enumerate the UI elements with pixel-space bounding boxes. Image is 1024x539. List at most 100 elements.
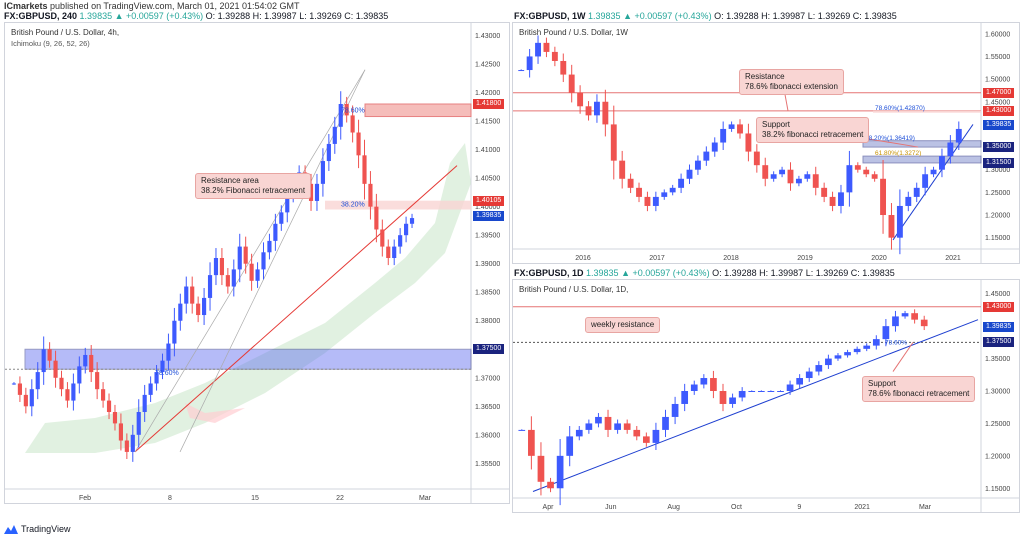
y-tick-label: 1.15000 [985,235,1010,242]
candle-body [285,195,290,213]
candle-body [566,436,574,456]
candle-body [636,187,642,197]
candle-body [362,155,367,184]
annotation-line: weekly resistance [591,320,655,329]
candle-body [184,286,189,304]
chart-panel-4h[interactable]: 1.43000 1.42500 1.42000 1.41500 1.41000 1.405… [4,22,510,504]
candle-body [124,440,129,452]
support-zone [862,155,982,164]
fib-diagonal [134,69,366,453]
y-tick-label: 1.45000 [985,291,1010,298]
candle-body [320,161,325,184]
candle-body [308,183,314,201]
resistance-area-annotation[interactable]: Resistance area 38.2% Fibonacci retracem… [195,173,312,199]
candle-body [279,212,284,224]
candle-body [261,252,266,270]
candle-body [71,383,76,401]
price-level-tag: 1.37500 [473,344,505,355]
candle-body [930,169,937,175]
candle-body [710,378,717,391]
candle-body [703,151,710,161]
candle-body [834,355,842,359]
candle-body [753,151,760,166]
x-tick-label: Mar [419,495,432,502]
price-level-tag: 1.31500 [983,157,1015,168]
candle-body [922,174,929,188]
candle-body [729,397,736,404]
weekly-resistance-annotation[interactable]: weekly resistance [585,317,661,333]
candle-body [65,389,70,401]
candle-body [711,142,718,152]
y-tick-label: 1.20000 [985,213,1010,220]
candle-body [947,142,954,157]
candle-body [671,403,679,417]
fib-786-label: 78.60% [885,339,907,346]
candle-body [219,258,224,276]
fib-786-label: 78.60% [341,108,365,115]
candle-body [720,128,727,143]
candle-body [825,358,832,366]
tradingview-footer[interactable]: TradingView [4,524,71,534]
candle-body [863,169,870,175]
candle-body [83,354,88,367]
candle-body [314,183,320,201]
candle-body [368,183,373,207]
candle-body [398,235,403,247]
candle-body [267,240,272,253]
candle-body [846,165,853,193]
price-level-tag: 1.35000 [983,142,1015,153]
y-tick-label: 1.15000 [985,486,1010,493]
last-price: 1.39835 [586,268,619,278]
candle-body [528,429,535,456]
candle-body [686,169,693,179]
x-tick-label: Aug [667,504,680,511]
candle-body [690,384,698,391]
candle-body [112,412,118,424]
y-tick-label: 1.41000 [475,147,500,154]
candle-body [178,303,183,321]
y-tick-label: 1.55000 [985,54,1010,61]
candle-body [614,423,621,430]
candle-body [577,92,584,107]
candle-body [273,223,278,241]
weekly-support-annotation[interactable]: Support 38.2% fibonacci retracement [756,117,870,143]
high-value: H: 1.39987 [252,11,297,21]
fib-382-label: 38.20%(1.36419) [865,135,915,142]
y-tick-label: 1.20000 [985,453,1010,460]
candle-body [669,187,676,193]
candle-body [642,436,650,443]
candle-body [556,455,564,489]
candle-body [767,391,775,392]
candle-body [779,169,786,175]
x-tick-label: 2017 [649,255,665,262]
candle-body [804,174,811,179]
annotation-line: Support [868,379,897,388]
candle-body [737,124,743,134]
daily-support-annotation[interactable]: Support 78.6% fibonacci retracement [862,376,976,402]
price-level-tag: 1.37500 [983,337,1015,348]
candle-body [863,345,871,349]
chart-panel-1w[interactable]: 1.600001.550001.500001.450001.400001.350… [512,22,1020,264]
y-tick-label: 1.38500 [475,290,500,297]
price-level-tag: 1.39835 [473,211,505,222]
price-change: ▲ +0.00597 (+0.43%) [623,11,712,21]
candle-body [392,246,397,258]
candle-body [745,133,752,152]
fib-diagonal [179,69,366,453]
candle-body [871,174,878,179]
x-tick-label: Feb [79,495,91,502]
tradingview-logo-icon [4,524,18,534]
fib-786-zone [873,110,981,113]
y-tick-label: 1.30000 [985,389,1010,396]
annotation-pointer [892,342,914,372]
candle-body [662,416,669,430]
candle-body [644,196,651,206]
x-tick-label: 15 [251,495,259,502]
candle-body [249,263,254,281]
candle-body [537,455,545,482]
y-tick-label: 1.35500 [475,461,500,468]
candle-body [202,297,207,316]
candle-body [518,70,525,72]
weekly-resistance-annotation[interactable]: Resistance 78.6% fibonacci extension [739,69,844,95]
chart-panel-1d[interactable]: 1.450001.400001.350001.300001.250001.200… [512,279,1020,513]
